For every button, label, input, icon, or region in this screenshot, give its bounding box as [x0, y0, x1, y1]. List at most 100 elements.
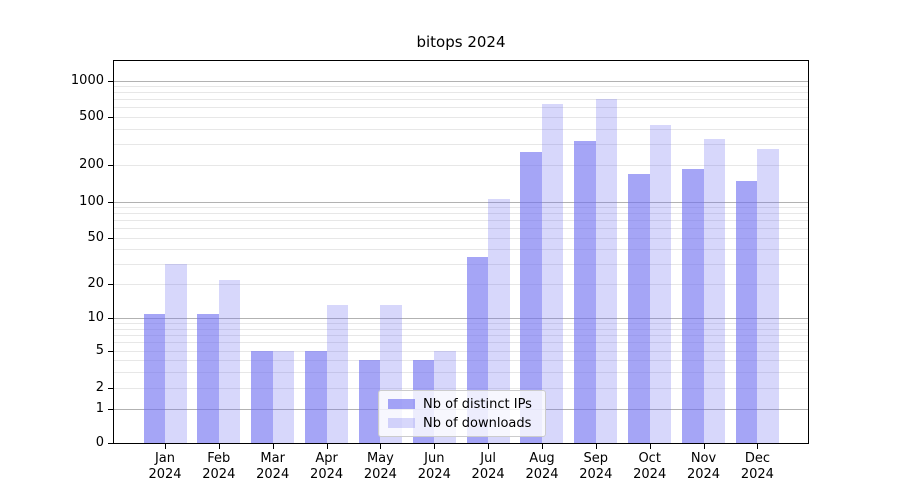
bar-dec-distinct-ips: [735, 180, 758, 444]
x-tick-mark-may: [380, 444, 382, 449]
bar-jan-distinct-ips: [143, 313, 165, 444]
x-tick-label-aug: Aug 2024: [525, 451, 559, 482]
gridline-4: [113, 360, 809, 362]
y-tick-label-100: 100: [79, 193, 104, 209]
x-tick-label-mar: Mar 2024: [256, 451, 290, 482]
x-tick-mark-feb: [218, 444, 220, 449]
gridline-500: [113, 116, 809, 118]
y-tick-label-5: 5: [95, 343, 104, 358]
x-tick-mark-jul: [488, 444, 490, 449]
legend-label-distinct-ips: Nb of distinct IPs: [423, 396, 532, 412]
legend-label-downloads: Nb of downloads: [423, 415, 532, 431]
gridline-70: [113, 220, 809, 222]
bar-sep-distinct-ips: [574, 141, 596, 444]
y-tick-mark-2: [108, 388, 113, 390]
y-tick-mark-20: [108, 284, 113, 286]
gridline-9: [113, 323, 809, 325]
gridline-10: [113, 318, 809, 320]
bar-aug-downloads: [541, 103, 564, 444]
y-tick-mark-5: [108, 351, 113, 352]
gridline-7: [113, 335, 809, 337]
y-tick-mark-100: [108, 201, 113, 203]
gridline-6: [113, 342, 809, 344]
gridline-2: [113, 388, 809, 390]
y-tick-mark-500: [108, 116, 113, 118]
bar-mar-distinct-ips: [251, 351, 273, 444]
bar-oct-downloads: [649, 125, 672, 444]
x-tick-label-nov: Nov 2024: [686, 451, 721, 482]
x-tick-label-apr: Apr 2024: [310, 451, 344, 482]
x-tick-mark-jan: [165, 444, 166, 449]
bar-jul-downloads: [488, 199, 510, 444]
x-tick-label-jun: Jun 2024: [417, 451, 451, 482]
bar-jan-downloads: [165, 263, 187, 444]
y-tick-mark-0: [108, 443, 113, 445]
gridline-40: [113, 249, 809, 250]
x-tick-mark-aug: [542, 444, 543, 449]
y-tick-mark-200: [108, 164, 113, 166]
y-tick-label-20: 20: [87, 276, 104, 292]
plot-area: Nb of distinct IPs Nb of downloads: [113, 60, 809, 444]
y-tick-mark-50: [108, 237, 113, 239]
legend-swatch-distinct-ips: [388, 399, 415, 409]
bar-apr-downloads: [326, 305, 349, 444]
bar-feb-downloads: [218, 279, 241, 444]
gridline-50: [113, 237, 809, 239]
gridline-5: [113, 351, 809, 352]
y-tick-label-50: 50: [87, 229, 104, 245]
y-tick-mark-10: [108, 318, 113, 320]
gridline-8: [113, 328, 809, 330]
gridline-100: [113, 201, 809, 203]
y-tick-label-2: 2: [95, 380, 104, 396]
gridline-800: [113, 92, 809, 94]
bar-aug-distinct-ips: [520, 152, 542, 444]
bar-may-distinct-ips: [358, 360, 381, 444]
legend-item-distinct-ips: Nb of distinct IPs: [388, 397, 536, 412]
legend-item-downloads: Nb of downloads: [388, 416, 536, 431]
x-tick-label-jan: Jan 2024: [148, 451, 182, 482]
gridline-60: [113, 228, 809, 230]
gridline-30: [113, 263, 809, 265]
x-tick-label-dec: Dec 2024: [740, 451, 774, 482]
gridline-700: [113, 99, 809, 101]
x-tick-label-may: May 2024: [363, 451, 397, 482]
gridline-20: [113, 284, 809, 286]
bar-feb-distinct-ips: [197, 313, 219, 444]
y-tick-mark-1000: [108, 80, 113, 82]
gridline-200: [113, 164, 809, 166]
legend: Nb of distinct IPs Nb of downloads: [378, 390, 546, 437]
x-tick-mark-sep: [595, 444, 597, 449]
x-tick-label-sep: Sep 2024: [579, 451, 613, 482]
bar-oct-distinct-ips: [628, 174, 650, 444]
y-tick-label-500: 500: [79, 108, 104, 124]
gridline-300: [113, 143, 809, 145]
y-tick-mark-1: [108, 409, 113, 411]
bar-nov-downloads: [703, 138, 725, 444]
x-tick-mark-oct: [649, 444, 651, 449]
y-tick-label-10: 10: [87, 310, 104, 326]
gridline-3: [113, 371, 809, 373]
x-tick-mark-dec: [757, 444, 759, 449]
gridline-400: [113, 128, 809, 130]
x-tick-mark-apr: [326, 444, 328, 449]
bar-nov-distinct-ips: [682, 169, 704, 444]
x-tick-mark-mar: [272, 444, 274, 449]
bar-mar-downloads: [272, 351, 295, 444]
x-tick-label-oct: Oct 2024: [633, 451, 667, 482]
bar-sep-downloads: [595, 98, 618, 444]
bar-apr-distinct-ips: [305, 351, 327, 444]
gridline-90: [113, 207, 809, 209]
y-tick-label-1: 1: [95, 401, 104, 417]
y-tick-label-200: 200: [79, 156, 104, 172]
bar-dec-downloads: [757, 149, 779, 444]
x-tick-mark-jun: [434, 444, 436, 449]
x-tick-mark-nov: [703, 444, 705, 449]
x-tick-label-jul: Jul 2024: [471, 451, 505, 482]
gridline-1000: [113, 80, 809, 82]
chart-title: bitops 2024: [416, 33, 506, 51]
x-tick-label-feb: Feb 2024: [202, 451, 236, 482]
gridline-600: [113, 107, 809, 109]
gridline-900: [113, 86, 809, 88]
gridline-80: [113, 213, 809, 215]
